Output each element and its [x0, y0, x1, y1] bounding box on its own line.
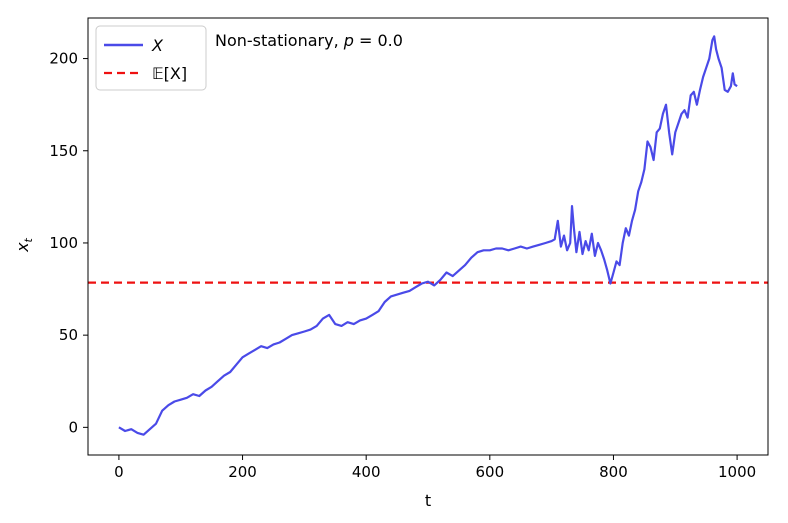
plot-frame	[87, 17, 769, 456]
legend: X 𝔼[X]	[95, 25, 207, 91]
y-tick-label: 150	[49, 142, 78, 160]
series-line-x	[118, 35, 738, 436]
axes: 0 200 400 600 800 1000 0 50 100 150 200	[49, 17, 769, 481]
x-tick-label: 600	[475, 463, 504, 481]
legend-label-x: X	[151, 36, 164, 55]
plot-area	[88, 35, 768, 436]
x-tick-label: 800	[599, 463, 628, 481]
y-tick-label: 200	[49, 50, 78, 68]
x-tick-label: 400	[352, 463, 381, 481]
y-axis-label: xt	[13, 237, 35, 252]
x-tick-label: 200	[228, 463, 257, 481]
x-axis-label: t	[425, 491, 431, 510]
legend-label-expectation: 𝔼[X]	[152, 64, 187, 83]
x-tick-label: 1000	[718, 463, 756, 481]
chart-annotation: Non-stationary, p = 0.0	[215, 31, 403, 50]
y-tick-label: 50	[59, 326, 78, 344]
y-tick-label: 100	[49, 234, 78, 252]
legend-box	[95, 25, 207, 91]
y-tick-label: 0	[68, 418, 78, 436]
x-tick-label: 0	[114, 463, 124, 481]
